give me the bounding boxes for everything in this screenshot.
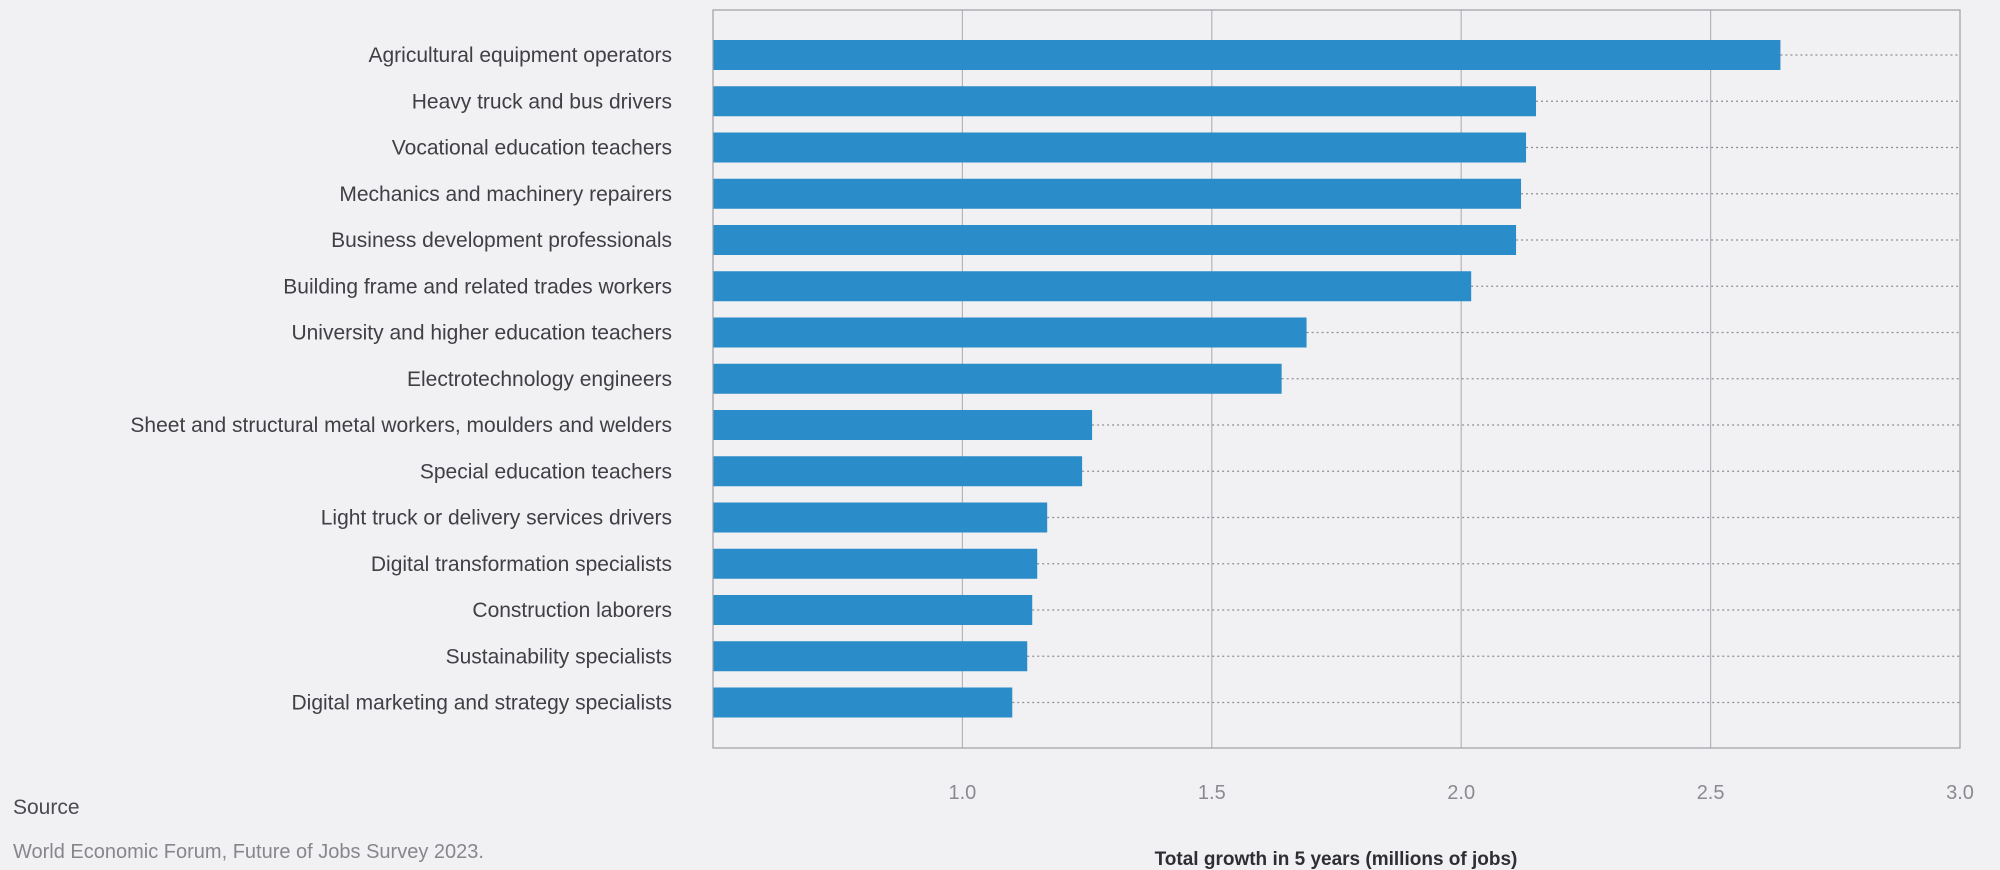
x-tick-label: 3.0 xyxy=(1946,782,1974,804)
bar xyxy=(713,595,1033,625)
plot-frame xyxy=(712,9,1961,749)
bar xyxy=(713,456,1083,487)
category-label: Digital transformation specialists xyxy=(371,553,672,576)
x-axis-title: Total growth in 5 years (millions of job… xyxy=(1155,849,1518,870)
category-label: Construction laborers xyxy=(472,599,672,622)
source-heading: Source xyxy=(13,796,80,819)
bar xyxy=(713,178,1522,209)
bar xyxy=(713,40,1781,70)
category-label: Building frame and related trades worker… xyxy=(283,275,672,298)
x-tick-label: 2.0 xyxy=(1447,782,1475,804)
x-tick-labels: 1.0 1.5 2.0 2.5 3.0 xyxy=(948,782,1973,804)
category-label: Sheet and structural metal workers, moul… xyxy=(130,414,672,437)
category-label: Special education teachers xyxy=(420,460,672,483)
category-label: Business development professionals xyxy=(331,229,672,252)
x-tick-label: 1.0 xyxy=(948,782,976,804)
bar xyxy=(713,317,1307,348)
bar xyxy=(713,548,1038,579)
category-label: Heavy truck and bus drivers xyxy=(412,90,672,113)
category-labels: Agricultural equipment operators Heavy tr… xyxy=(130,44,672,715)
x-tick-label: 1.5 xyxy=(1198,782,1226,804)
x-tick-label: 2.5 xyxy=(1697,782,1725,804)
bars xyxy=(713,40,1781,718)
category-label: Electrotechnology engineers xyxy=(407,368,672,391)
bar xyxy=(713,86,1537,117)
category-label: University and higher education teachers xyxy=(291,322,672,345)
dotted-guides xyxy=(1012,54,1960,704)
bar xyxy=(713,225,1517,255)
bar xyxy=(713,641,1028,672)
bar xyxy=(713,363,1282,394)
bar xyxy=(713,687,1013,718)
source-text: World Economic Forum, Future of Jobs Sur… xyxy=(13,841,484,863)
bar xyxy=(713,132,1527,163)
category-label: Light truck or delivery services drivers xyxy=(321,507,672,530)
category-label: Digital marketing and strategy specialis… xyxy=(291,692,672,715)
bar xyxy=(713,410,1093,440)
category-label: Vocational education teachers xyxy=(392,137,672,160)
source-block: Source World Economic Forum, Future of J… xyxy=(13,796,484,864)
bar xyxy=(713,502,1048,533)
category-label: Sustainability specialists xyxy=(446,645,672,668)
bar xyxy=(713,271,1472,302)
category-label: Mechanics and machinery repairers xyxy=(339,183,672,206)
category-label: Agricultural equipment operators xyxy=(369,44,673,67)
